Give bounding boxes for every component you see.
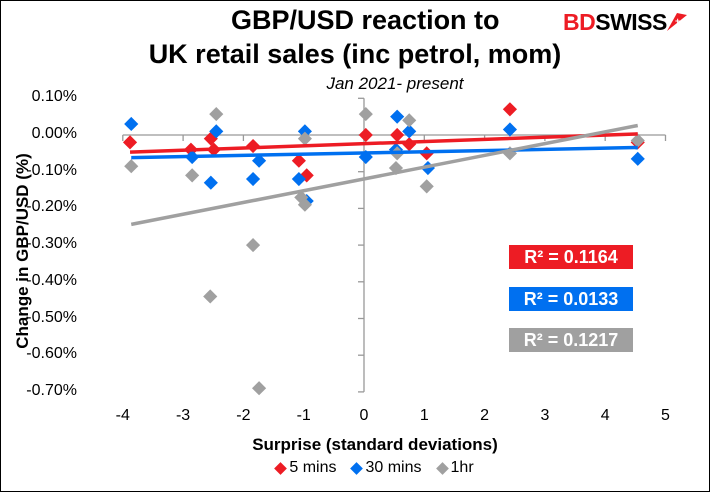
data-point-5mins <box>122 135 138 150</box>
y-tick-label: -0.50% <box>26 308 77 326</box>
y-tick-label: -0.70% <box>26 381 77 399</box>
x-tick-label: -2 <box>236 407 251 424</box>
data-point-1hr <box>185 168 200 183</box>
x-axis-label: Surprise (standard deviations) <box>252 435 498 454</box>
y-tick-label: -0.40% <box>26 271 77 289</box>
legend-item-5mins: 5 mins <box>274 459 337 477</box>
legend: 5 mins 30 mins 1hr <box>1 459 709 477</box>
data-point-30mins <box>402 124 417 139</box>
data-point-5mins <box>291 153 306 168</box>
x-tick-label: 4 <box>600 407 610 424</box>
x-tick-label: 1 <box>419 407 429 424</box>
data-point-30mins <box>390 109 405 124</box>
data-point-1hr <box>245 238 261 253</box>
x-tick-label: -1 <box>296 407 311 424</box>
y-tick-label: -0.10% <box>26 161 77 179</box>
bdswiss-logo: BDSWISS + <box>563 9 687 36</box>
x-tick-label: 2 <box>480 407 490 424</box>
data-point-1hr <box>124 159 139 174</box>
data-point-1hr <box>209 107 224 122</box>
data-point-30mins <box>252 153 267 168</box>
data-point-30mins <box>291 171 306 187</box>
chart-title-line2: UK retail sales (inc petrol, mom) <box>148 39 562 69</box>
blue-diamond-icon <box>350 461 364 475</box>
data-point-5mins <box>390 127 405 143</box>
legend-label: 1hr <box>450 459 474 476</box>
data-point-5mins <box>502 102 517 117</box>
data-point-5mins <box>402 137 417 152</box>
x-tick-label: 0 <box>359 407 369 424</box>
data-point-1hr <box>358 107 373 122</box>
legend-item-30mins: 30 mins <box>350 459 422 477</box>
y-tick-label: -0.60% <box>26 345 77 363</box>
chart-title-line1: GBP/USD reaction to <box>231 5 500 35</box>
data-point-30mins <box>124 116 139 132</box>
data-point-1hr <box>419 179 434 194</box>
data-point-30mins <box>630 151 645 166</box>
x-tick-label: -3 <box>175 407 191 424</box>
trendline-30mins <box>131 145 638 160</box>
data-point-30mins <box>297 124 312 139</box>
data-point-1hr <box>297 131 312 146</box>
svg-text:+: + <box>675 16 680 26</box>
data-point-30mins <box>245 171 261 187</box>
trendline-1hr <box>130 123 639 227</box>
x-tick-label: 5 <box>661 407 670 424</box>
legend-item-1hr: 1hr <box>435 459 474 477</box>
r2-label-30mins: R² = 0.0133 <box>509 287 633 311</box>
data-point-1hr <box>402 113 417 128</box>
gray-diamond-icon <box>435 461 449 475</box>
logo-flag-icon: + <box>666 13 687 31</box>
y-tick-label: 0.00% <box>31 125 77 142</box>
legend-label: 30 mins <box>365 459 422 476</box>
trendline-5mins <box>129 132 638 154</box>
x-tick-label: 3 <box>540 407 550 424</box>
data-point-1hr <box>203 289 218 304</box>
y-tick-label: -0.20% <box>26 198 77 216</box>
y-tick-label: 0.10% <box>31 88 77 106</box>
legend-label: 5 mins <box>289 459 337 476</box>
data-point-1hr <box>630 133 645 148</box>
data-point-5mins <box>358 127 373 143</box>
data-point-1hr <box>297 197 312 212</box>
data-point-1hr <box>252 381 267 396</box>
chart-subtitle: Jan 2021- present <box>326 74 464 93</box>
red-diamond-icon <box>274 461 288 475</box>
r2-label-1hr: R² = 0.1217 <box>509 328 633 352</box>
r2-label-5mins: R² = 0.1164 <box>509 245 633 269</box>
x-tick-label: -4 <box>115 407 130 424</box>
data-point-30mins <box>203 175 218 190</box>
y-tick-label: -0.30% <box>26 235 77 253</box>
